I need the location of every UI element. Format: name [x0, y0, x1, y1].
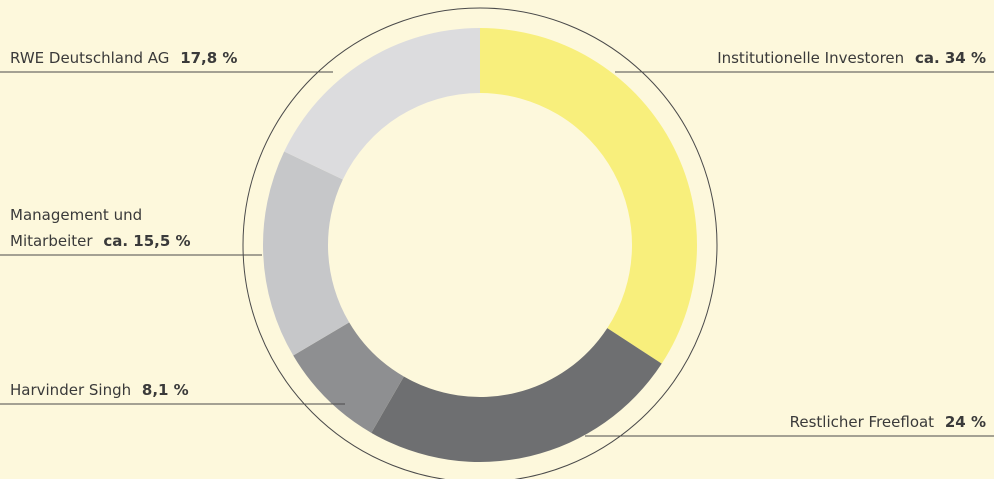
- outer-ring: [242, 7, 718, 479]
- slice-label: RWE Deutschland AG 17,8 %: [10, 45, 237, 71]
- category-name: Institutionelle Investoren: [717, 49, 905, 67]
- value-label: 24 %: [944, 413, 986, 431]
- category-name: Management und Mitarbeiter: [10, 206, 143, 250]
- value-label: ca. 15,5 %: [103, 232, 191, 250]
- slice-label: Restlicher Freefloat 24 %: [790, 409, 986, 435]
- donut-segment: [480, 28, 697, 364]
- category-name: Harvinder Singh: [10, 381, 132, 399]
- donut-segment: [284, 28, 480, 180]
- value-label: ca. 34 %: [914, 49, 986, 67]
- slice-label: Management und Mitarbeiter ca. 15,5 %: [10, 202, 195, 254]
- donut-segment: [371, 328, 662, 462]
- category-name: RWE Deutschland AG: [10, 49, 170, 67]
- value-label: 17,8 %: [180, 49, 238, 67]
- slice-label: Harvinder Singh 8,1 %: [10, 377, 189, 403]
- category-name: Restlicher Freefloat: [789, 413, 935, 431]
- donut-segment: [293, 322, 404, 433]
- donut-segment: [263, 151, 350, 356]
- value-label: 8,1 %: [141, 381, 189, 399]
- slice-label: Institutionelle Investoren ca. 34 %: [717, 45, 986, 71]
